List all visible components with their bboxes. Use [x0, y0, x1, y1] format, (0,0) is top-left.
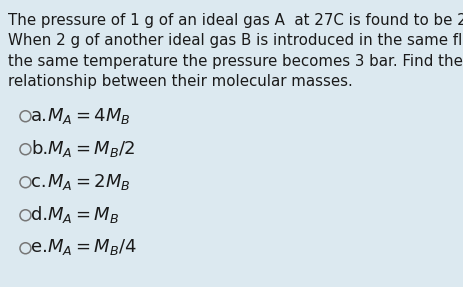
Text: a.: a.	[31, 108, 48, 125]
Text: c.: c.	[31, 173, 47, 191]
Text: $M_A=M_B/2$: $M_A=M_B/2$	[47, 139, 135, 159]
Text: d.: d.	[31, 205, 48, 224]
Text: b.: b.	[31, 140, 48, 158]
Text: $M_A=4M_B$: $M_A=4M_B$	[47, 106, 130, 127]
Text: $M_A=2M_B$: $M_A=2M_B$	[47, 172, 130, 192]
Text: the same temperature the pressure becomes 3 bar. Find the: the same temperature the pressure become…	[7, 54, 463, 69]
Text: The pressure of 1 g of an ideal gas A  at 27C is found to be 2 bar.: The pressure of 1 g of an ideal gas A at…	[7, 13, 463, 28]
Text: $M_A=M_B/4$: $M_A=M_B/4$	[47, 237, 137, 257]
Text: When 2 g of another ideal gas B is introduced in the same flask at: When 2 g of another ideal gas B is intro…	[7, 33, 463, 48]
Text: relationship between their molecular masses.: relationship between their molecular mas…	[7, 74, 352, 89]
Text: $M_A=M_B$: $M_A=M_B$	[47, 205, 119, 224]
Text: e.: e.	[31, 238, 48, 256]
